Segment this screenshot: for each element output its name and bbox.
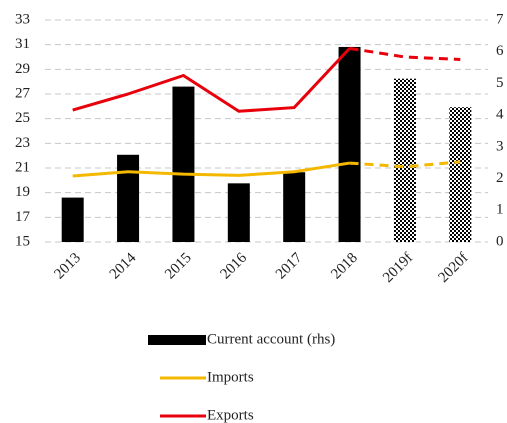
- bar: [283, 172, 306, 242]
- y-tick-label: 21: [15, 159, 30, 175]
- bar: [172, 86, 195, 242]
- line: [72, 47, 351, 113]
- legend-label: Exports: [207, 407, 254, 423]
- bar: [227, 183, 250, 242]
- y-tick-label: 29: [15, 61, 30, 77]
- line: [349, 160, 461, 169]
- legend-swatch: [148, 335, 206, 345]
- y-tick-label: 33: [15, 11, 30, 27]
- y-tick-label: 23: [15, 135, 30, 151]
- bar: [449, 107, 472, 242]
- bar: [61, 197, 84, 242]
- y-tick-label: 31: [15, 36, 30, 52]
- y-tick-label: 27: [15, 85, 31, 101]
- x-tick-label: 2014: [107, 250, 140, 283]
- y2-tick-label: 6: [496, 43, 504, 59]
- y-tick-label: 17: [15, 209, 31, 225]
- line: [72, 161, 350, 178]
- legend-label: Current account (rhs): [207, 331, 335, 347]
- bar: [393, 78, 416, 243]
- x-tick-label: 2015: [162, 250, 195, 283]
- x-tick-label: 2018: [328, 250, 361, 283]
- line: [349, 46, 461, 61]
- y2-tick-label: 3: [496, 138, 504, 154]
- y2-tick-label: 4: [496, 107, 504, 123]
- x-tick-label: 2020f: [436, 250, 472, 286]
- y2-tick-label: 2: [496, 170, 504, 186]
- y2-tick-label: 0: [496, 233, 504, 249]
- x-tick-label: 2017: [273, 250, 306, 283]
- x-tick-label: 2013: [51, 250, 84, 283]
- x-tick-label: 2019f: [380, 250, 416, 286]
- legend-label: Imports: [207, 369, 254, 385]
- bar: [338, 46, 361, 243]
- y-tick-label: 19: [15, 184, 30, 200]
- y-tick-label: 15: [15, 233, 30, 249]
- bar: [117, 154, 140, 242]
- x-tick-label: 2016: [218, 250, 251, 283]
- y2-tick-label: 5: [496, 75, 504, 91]
- y2-tick-label: 7: [496, 11, 504, 27]
- y-tick-label: 25: [15, 110, 30, 126]
- y2-tick-label: 1: [496, 202, 504, 218]
